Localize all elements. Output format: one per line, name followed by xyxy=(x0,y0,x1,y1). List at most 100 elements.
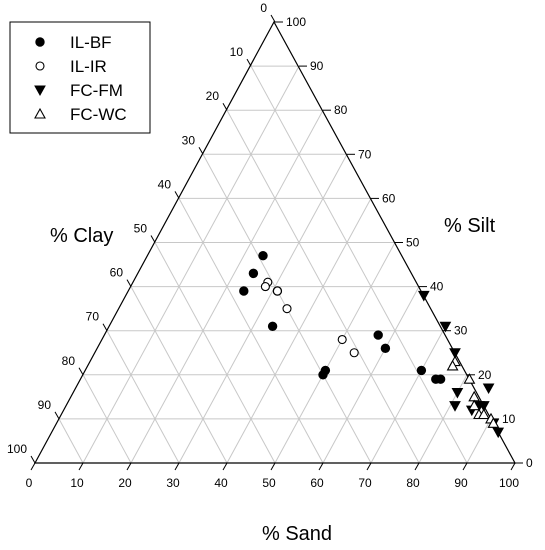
grid-line xyxy=(178,154,348,464)
point-fc-fm xyxy=(492,427,505,439)
point-il-bf xyxy=(435,374,446,384)
legend-marker-il-ir xyxy=(35,61,45,71)
grid-line xyxy=(466,418,492,464)
point-il-ir xyxy=(282,304,292,314)
sand-tick-label: 90 xyxy=(454,476,468,490)
clay-tick-label: 0 xyxy=(260,1,267,15)
clay-tick-mark xyxy=(54,411,60,420)
clay-tick-label: 40 xyxy=(158,177,172,191)
sand-tick-label: 50 xyxy=(262,476,276,490)
silt-tick-label: 100 xyxy=(286,15,306,29)
clay-tick-label: 60 xyxy=(110,266,124,280)
clay-tick-label: 80 xyxy=(62,354,76,368)
grid-line xyxy=(106,330,180,464)
sand-tick-mark xyxy=(318,462,324,471)
legend-label-fc-fm: FC-FM xyxy=(70,81,123,100)
sand-tick-label: 60 xyxy=(310,476,324,490)
sand-tick-mark xyxy=(510,462,516,471)
clay-tick-mark xyxy=(222,102,228,111)
clay-tick-mark xyxy=(126,279,132,287)
clay-tick-mark xyxy=(198,147,204,155)
sand-tick-label: 10 xyxy=(70,476,84,490)
silt-tick-label: 50 xyxy=(406,236,420,250)
point-il-ir xyxy=(337,334,347,345)
clay-tick-label: 100 xyxy=(7,442,27,456)
sand-tick-mark xyxy=(174,462,180,471)
data-points xyxy=(239,251,505,439)
grid-line xyxy=(370,330,444,464)
grid-line xyxy=(322,286,420,464)
point-fc-fm xyxy=(477,401,490,412)
sand-axis-title: % Sand xyxy=(262,523,332,545)
legend-label-il-bf: IL-BF xyxy=(70,33,112,52)
silt-tick-label: 0 xyxy=(526,456,533,470)
clay-tick-label: 90 xyxy=(38,398,52,412)
sand-tick-label: 20 xyxy=(118,476,132,490)
sand-tick-label: 0 xyxy=(26,476,33,490)
point-fc-fm xyxy=(417,290,430,302)
clay-tick-mark xyxy=(246,58,252,67)
point-il-bf xyxy=(239,286,249,296)
point-il-bf xyxy=(318,370,328,380)
silt-tick-label: 70 xyxy=(358,147,372,161)
grid-line xyxy=(274,242,396,464)
grid-line xyxy=(82,65,300,464)
point-fc-fm xyxy=(449,401,461,412)
silt-tick-label: 80 xyxy=(334,103,348,117)
sand-tick-mark xyxy=(30,462,36,471)
sand-tick-label: 70 xyxy=(358,476,372,490)
silt-tick-label: 40 xyxy=(430,280,444,294)
point-il-bf xyxy=(416,365,427,376)
legend-label-il-ir: IL-IR xyxy=(70,57,107,76)
point-il-bf xyxy=(258,251,268,261)
grid-line xyxy=(82,374,132,464)
grid-line xyxy=(130,286,228,464)
point-il-ir xyxy=(260,282,270,292)
silt-tick-label: 60 xyxy=(382,191,396,205)
point-fc-wc xyxy=(446,359,459,371)
clay-tick-label: 30 xyxy=(182,133,196,147)
point-fc-wc xyxy=(463,373,476,384)
point-il-ir xyxy=(272,286,282,296)
sand-tick-label: 80 xyxy=(406,476,420,490)
silt-tick-label: 10 xyxy=(502,412,516,426)
point-fc-wc xyxy=(468,390,481,402)
clay-tick-label: 20 xyxy=(206,89,220,103)
point-il-bf xyxy=(267,321,278,331)
clay-axis-title: % Clay xyxy=(50,225,113,247)
point-il-ir xyxy=(349,348,359,358)
clay-tick-mark xyxy=(78,367,84,376)
legend-box xyxy=(9,21,151,134)
point-fc-fm xyxy=(449,348,461,359)
clay-tick-label: 10 xyxy=(230,45,244,59)
point-fc-wc xyxy=(477,408,490,420)
point-fc-fm xyxy=(451,387,464,399)
point-il-bf xyxy=(248,268,259,279)
point-fc-wc xyxy=(468,399,481,411)
sand-tick-mark xyxy=(462,462,468,471)
point-fc-fm xyxy=(439,321,452,333)
legend-label-fc-wc: FC-WC xyxy=(70,105,127,124)
sand-tick-label: 30 xyxy=(166,476,180,490)
silt-tick-label: 90 xyxy=(310,59,324,73)
point-fc-fm xyxy=(482,383,495,395)
legend-marker-il-bf xyxy=(35,37,45,47)
sand-tick-mark xyxy=(222,462,228,471)
silt-axis-title: % Silt xyxy=(444,215,496,237)
sand-tick-mark xyxy=(366,462,372,471)
grid-line xyxy=(58,418,84,464)
sand-tick-mark xyxy=(78,462,84,471)
sand-tick-mark xyxy=(126,462,132,471)
sand-tick-mark xyxy=(270,462,276,471)
grid-line xyxy=(250,65,468,464)
point-fc-wc xyxy=(487,417,500,428)
clay-tick-label: 70 xyxy=(86,310,100,324)
silt-tick-label: 20 xyxy=(478,368,492,382)
sand-tick-label: 40 xyxy=(214,476,228,490)
legend-marker-fc-wc xyxy=(34,107,46,119)
grid-line xyxy=(154,242,276,464)
legend: IL-BF IL-IR FC-FM FC-WC xyxy=(9,21,151,134)
clay-tick-label: 50 xyxy=(134,222,148,236)
clay-tick-mark xyxy=(270,14,276,23)
